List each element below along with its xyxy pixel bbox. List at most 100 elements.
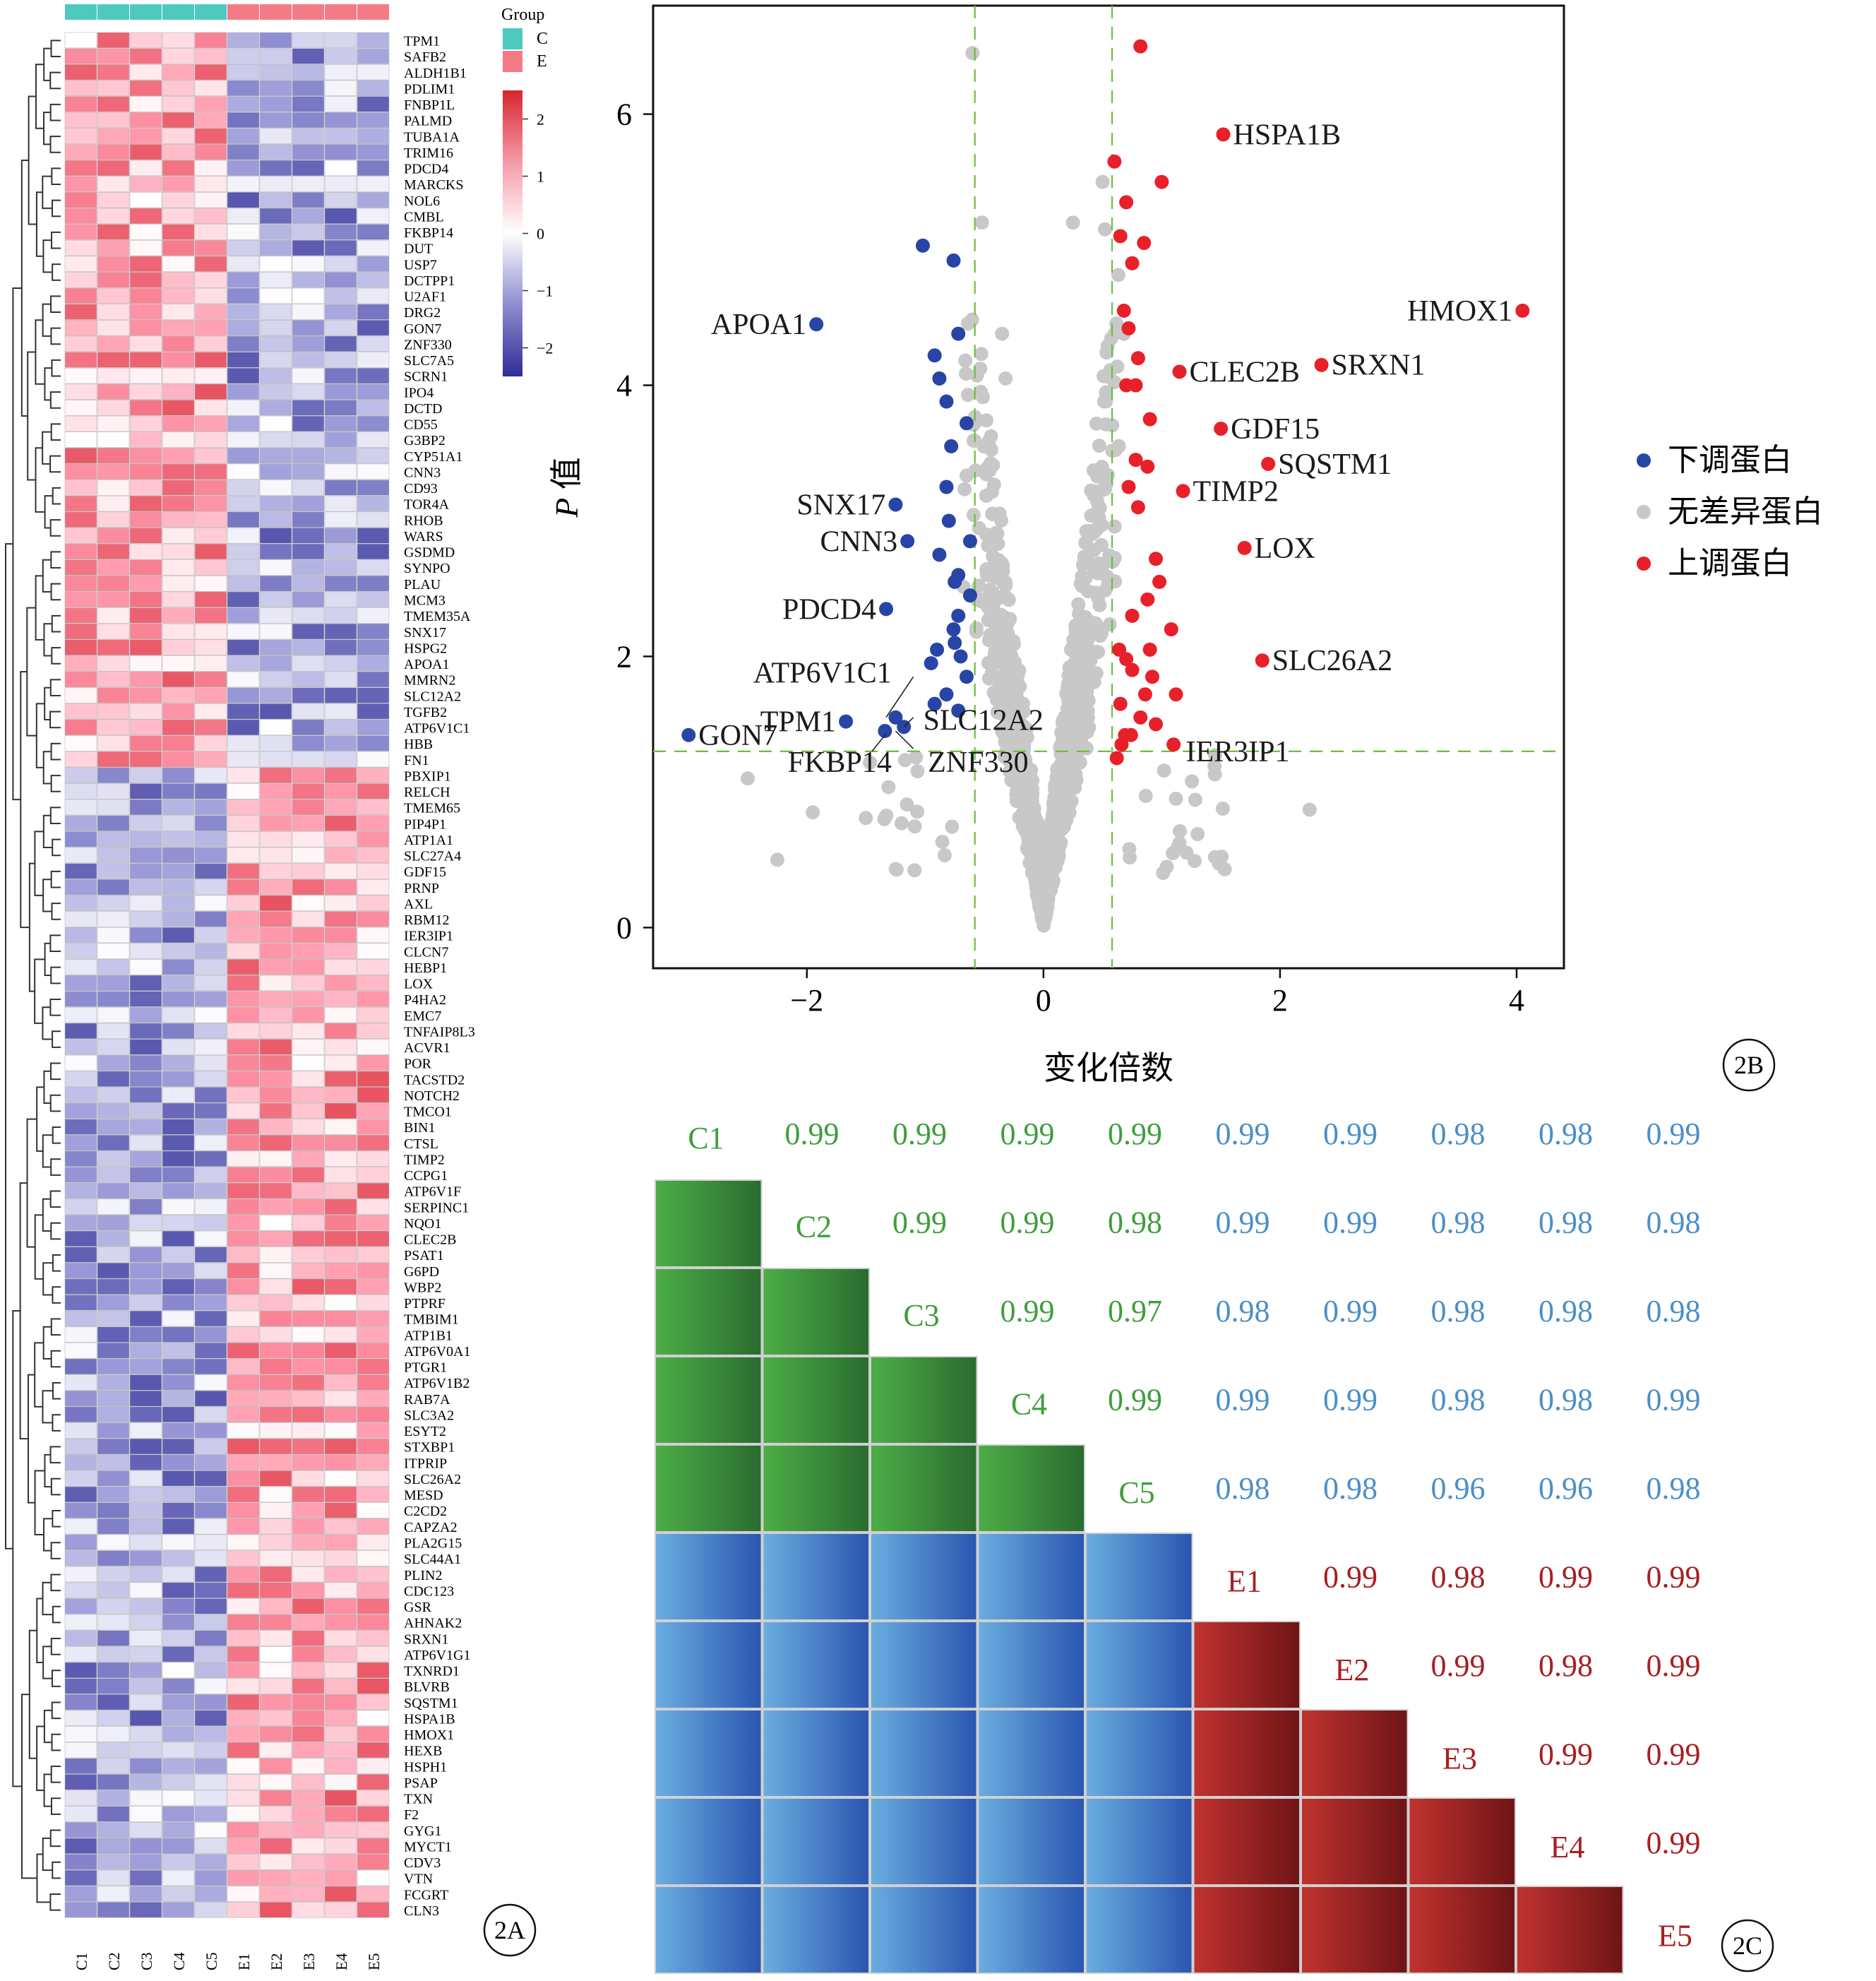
- volcano-point: [1255, 653, 1269, 668]
- heatmap-cell: [259, 239, 292, 256]
- gene-label: ATP6V1C1: [404, 721, 470, 737]
- heatmap-cell: [227, 1486, 260, 1503]
- heatmap-cell: [129, 879, 162, 896]
- gene-label: FNBP1L: [404, 97, 455, 113]
- heatmap-cell: [324, 863, 357, 879]
- heatmap-cell: [129, 1902, 162, 1918]
- heatmap-cell: [357, 1374, 390, 1391]
- heatmap-cell: [162, 208, 195, 225]
- heatmap-cell: [64, 1582, 97, 1598]
- correlation-value: 0.98: [1108, 1206, 1162, 1240]
- heatmap-cell: [194, 367, 227, 384]
- heatmap-cell: [259, 176, 292, 192]
- heatmap-cell: [162, 1742, 195, 1759]
- heatmap-cell: [97, 991, 130, 1007]
- heatmap-cell: [259, 1295, 292, 1311]
- heatmap-cell: [194, 1198, 227, 1215]
- dendrogram-branch: [50, 583, 61, 601]
- group-bar-cell: [292, 4, 324, 20]
- heatmap-cell: [97, 1662, 130, 1679]
- heatmap-cell: [97, 1678, 130, 1694]
- heatmap-cell: [64, 1215, 97, 1231]
- heatmap-cell: [162, 1838, 195, 1854]
- heatmap-cell: [324, 335, 357, 352]
- correlation-cell: [870, 1886, 978, 1974]
- heatmap-cell: [194, 1134, 227, 1151]
- heatmap-cell: [357, 1502, 390, 1518]
- heatmap-cell: [227, 1790, 260, 1807]
- heatmap-cell: [324, 448, 357, 464]
- heatmap-cell: [292, 687, 325, 703]
- heatmap-cell: [97, 1742, 130, 1759]
- heatmap-cell: [64, 1310, 97, 1327]
- heatmap-cell: [357, 1150, 390, 1167]
- heatmap-cell: [97, 576, 130, 592]
- heatmap-cell: [162, 1374, 195, 1391]
- dendrogram-branch: [43, 1709, 52, 1744]
- gene-label: SLC3A2: [404, 1408, 454, 1423]
- heatmap-cell: [97, 112, 130, 129]
- heatmap-cell: [194, 1742, 227, 1759]
- heatmap-cell: [194, 1902, 227, 1918]
- heatmap-cell: [324, 1087, 357, 1103]
- heatmap-cell: [97, 1438, 130, 1455]
- heatmap-cell: [97, 671, 130, 688]
- heatmap-cell: [292, 1598, 325, 1614]
- correlation-cell: [1085, 1621, 1193, 1709]
- heatmap-cell: [97, 352, 130, 368]
- heatmap-cell: [64, 911, 97, 927]
- heatmap-cell: [227, 1774, 260, 1790]
- heatmap-cell: [292, 1198, 325, 1215]
- heatmap-cell: [97, 1758, 130, 1774]
- heatmap-cell: [357, 448, 390, 464]
- heatmap-cell: [129, 911, 162, 927]
- heatmap-cell: [259, 639, 292, 655]
- heatmap-cell: [227, 319, 260, 336]
- heatmap-cell: [324, 815, 357, 831]
- dendrogram-branch: [42, 1006, 53, 1040]
- dendrogram-branch: [42, 879, 52, 912]
- heatmap-cell: [64, 1230, 97, 1247]
- volcano-point-ns: [1156, 865, 1171, 880]
- heatmap-cell: [129, 112, 162, 129]
- heatmap-cell: [129, 735, 162, 751]
- heatmap-cell: [227, 895, 260, 911]
- volcano-point: [1140, 592, 1155, 607]
- gene-label: SQSTM1: [404, 1696, 458, 1711]
- heatmap-cell: [129, 623, 162, 640]
- volcano-point-ns: [960, 388, 975, 403]
- dendrogram-branch: [42, 431, 52, 465]
- heatmap-cell: [64, 367, 97, 384]
- correlation-value: 0.99: [1216, 1383, 1270, 1417]
- heatmap-cell: [357, 1182, 390, 1199]
- heatmap-cell: [292, 1119, 325, 1135]
- heatmap-cell: [357, 1869, 390, 1886]
- volcano-point-ns: [1071, 687, 1086, 702]
- correlation-value: 0.97: [1108, 1294, 1162, 1328]
- dendrogram-branch: [42, 1581, 53, 1616]
- heatmap-cell: [64, 160, 97, 177]
- heatmap-cell: [259, 1454, 292, 1470]
- heatmap-cell: [129, 639, 162, 655]
- dendrogram-branch: [35, 447, 45, 513]
- volcano-point: [946, 622, 961, 637]
- heatmap-cell: [259, 1582, 292, 1598]
- volcano-point: [1130, 351, 1145, 366]
- heatmap-cell: [97, 895, 130, 911]
- volcano-point-ns: [1100, 339, 1115, 354]
- correlation-value: 0.98: [1216, 1471, 1270, 1506]
- heatmap-cell: [64, 528, 97, 544]
- heatmap-cell: [324, 1310, 357, 1327]
- heatmap-cell: [259, 1150, 292, 1167]
- heatmap-cell: [324, 1262, 357, 1279]
- volcano-annotation-leader: [871, 733, 887, 752]
- gene-label: SLC26A2: [404, 1472, 461, 1487]
- dendrogram-branch: [50, 1574, 61, 1592]
- legend-label-down: 下调蛋白: [1668, 443, 1792, 477]
- heatmap-cell: [194, 1343, 227, 1359]
- heatmap-cell: [194, 383, 227, 400]
- volcano-point-ns: [1044, 826, 1059, 841]
- heatmap-cell: [64, 176, 97, 192]
- heatmap-cell: [64, 1182, 97, 1199]
- heatmap-cell: [162, 1310, 195, 1327]
